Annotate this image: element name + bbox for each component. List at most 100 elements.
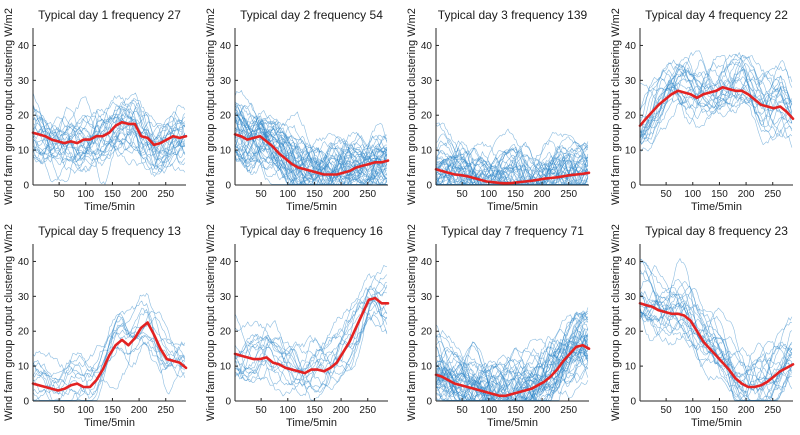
subplot-7-x-axis-label: Time/5min [487,417,538,429]
subplot-2-x-tick-label: 250 [359,189,376,200]
subplot-8-sample-line [639,260,793,394]
subplot-8-y-tick-label: 10 [625,362,637,373]
subplot-8-x-tick-label: 150 [711,405,728,416]
subplot-4-sample-line [639,68,793,146]
subplot-1-x-tick-label: 150 [104,189,121,200]
subplot-1-x-tick-label: 100 [77,189,94,200]
subplot-5-samples [32,292,186,401]
subplot-4-x-tick-label: 250 [764,189,781,200]
subplot-8-y-tick-label: 0 [630,397,636,408]
subplot-7-sample-line [435,356,589,401]
subplot-8-x-tick-label: 250 [764,405,781,416]
subplot-4-samples [639,50,793,152]
subplot-7-title: Typical day 7 frequency 71 [441,224,584,238]
subplot-3-sample-line [435,142,589,185]
subplot-6-sample-line [234,274,388,380]
subplot-7-sample-line [435,336,589,401]
subplot-3-sample-line [435,150,589,180]
subplot-8-y-axis-label: Wind farm group output clustering W/m2 [610,224,622,421]
subplot-8-sample-line [639,265,793,391]
subplot-5-x-tick-label: 150 [104,405,121,416]
subplot-7-sample-line [435,334,589,401]
subplot-1-sample-line [32,126,186,167]
subplot-2-y-tick-label: 40 [220,41,232,52]
subplot-5-sample-line [32,307,186,395]
subplot-4-y-axis-label: Wind farm group output clustering W/m2 [610,8,622,205]
subplot-7-y-axis-label: Wind farm group output clustering W/m2 [406,224,418,421]
subplot-1-cluster-center-line [31,120,188,147]
subplot-3-x-tick-label: 250 [560,189,577,200]
subplot-7-sample-line [435,312,589,397]
subplot-6-sample-line [234,300,387,387]
subplot-2-sample-line [234,137,388,185]
subplot-7-sample-line [435,312,589,401]
subplot-7-x-tick-label: 200 [534,405,551,416]
subplot-1-sample-line [32,102,186,168]
subplot-1-y-axis-label: Wind farm group output clustering W/m2 [3,8,15,205]
subplot-8-y-tick-label: 20 [625,327,637,338]
subplot-3-sample-line [435,168,589,185]
subplot-3-sample-line [435,159,589,185]
subplot-6-sample-line [234,287,388,373]
subplot-4-x-tick-label: 200 [738,189,755,200]
subplot-3-x-tick-label: 200 [534,189,551,200]
subplot-6-samples [234,264,388,401]
subplot-1-x-tick-label: 200 [131,189,148,200]
subplot-8-x-tick-label: 200 [738,405,755,416]
subplot-8-sample-line [639,294,793,401]
subplot-6-y-tick-label: 10 [220,362,232,373]
subplot-1-y-tick-label: 30 [18,76,30,87]
subplot-7-y-tick-label: 40 [421,257,433,268]
subplot-3-x-tick-label: 50 [457,189,469,200]
subplot-5-x-tick-label: 100 [77,405,94,416]
subplot-2-x-tick-label: 100 [279,189,296,200]
subplot-3-x-tick-label: 150 [507,189,524,200]
subplot-1-sample-line [32,118,186,168]
subplot-2-y-tick-label: 0 [225,181,231,192]
subplot-4-y-tick-label: 30 [625,76,637,87]
subplot-2-title: Typical day 2 frequency 54 [240,8,383,22]
subplot-2-y-axis-label: Wind farm group output clustering W/m2 [205,8,217,205]
subplot-4-sample-line [639,54,793,124]
subplot-2-y-tick-label: 20 [220,111,232,122]
subplot-6-sample-line [234,296,388,401]
subplot-1-sample-line [32,106,186,151]
subplot-7-sample-line [435,310,589,401]
subplot-4-title: Typical day 4 frequency 22 [645,8,788,22]
subplot-2-sample-line [234,146,388,185]
subplot-7-y-tick-label: 20 [421,327,433,338]
subplot-7-samples [435,307,589,401]
subplot-8-sample-line [639,311,793,401]
subplot-1-sample-line [32,101,186,154]
subplot-2-sample-line [234,114,387,185]
subplot-5-sample-line [32,312,185,391]
subplot-3-y-tick-label: 0 [426,181,432,192]
subplot-4-cluster-center-line [638,86,795,127]
subplot-5-y-tick-label: 10 [18,362,30,373]
subplot-4-sample-line [639,59,793,145]
subplot-3-sample-line [435,133,589,185]
subplot-8-y-tick-label: 30 [625,292,637,303]
subplot-1-sample-line [32,92,186,159]
subplot-4-x-axis-label: Time/5min [691,201,742,213]
subplot-7-x-tick-label: 250 [560,405,577,416]
subplot-5-y-tick-label: 30 [18,292,30,303]
subplot-6-y-tick-label: 20 [220,327,232,338]
subplot-5-sample-line [32,310,186,383]
subplot-4-sample-line [639,68,793,137]
subplot-4-x-tick-label: 150 [711,189,728,200]
subplot-3-y-tick-label: 40 [421,41,433,52]
subplot-1-sample-line [32,113,186,166]
subplot-7-x-tick-label: 150 [507,405,524,416]
subplot-4-sample-line [639,86,793,146]
subplot-3-y-tick-label: 20 [421,111,433,122]
subplot-7-sample-line [435,328,589,386]
subplot-8-sample-line [639,260,793,392]
